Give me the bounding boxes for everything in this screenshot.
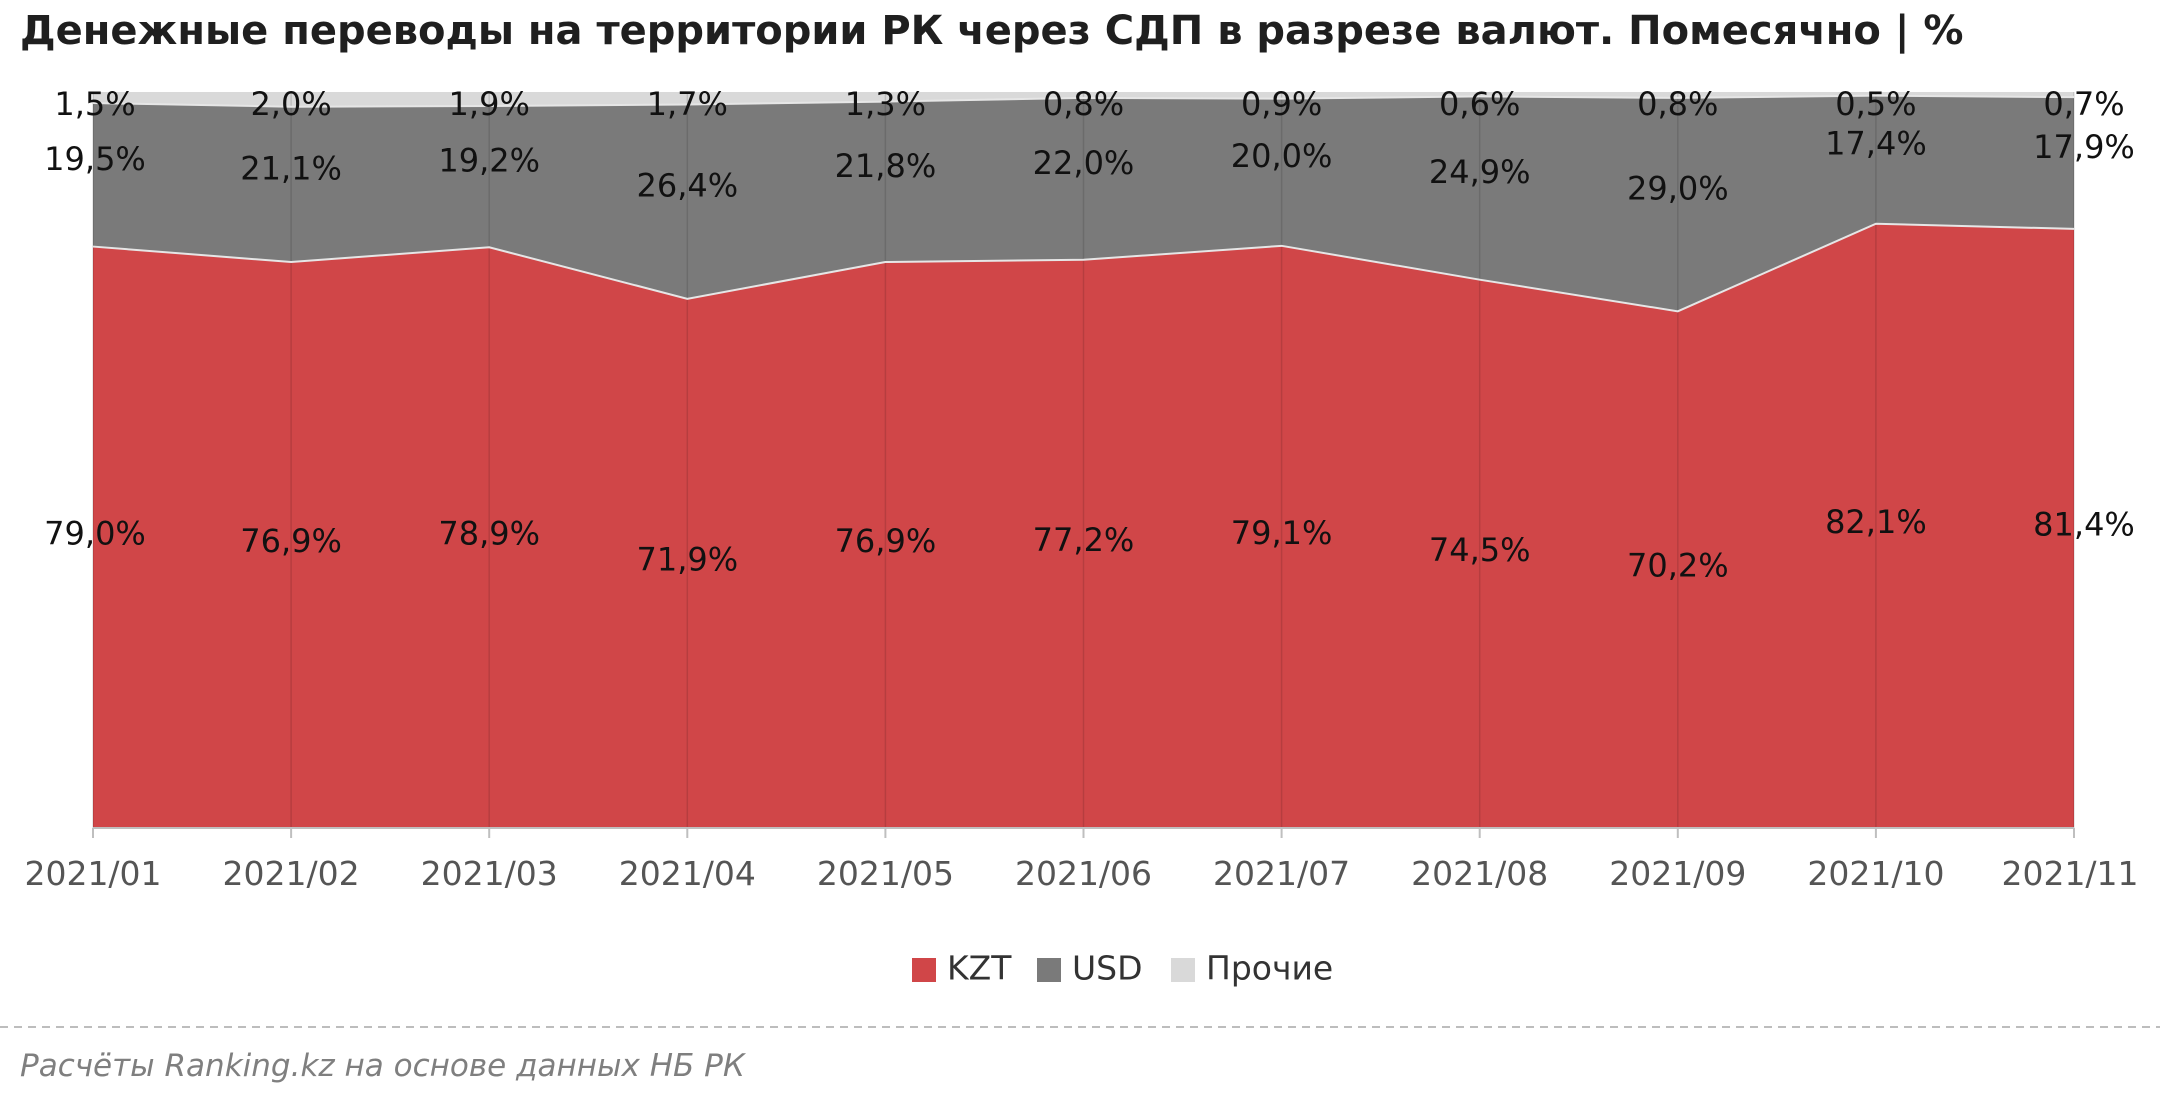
x-tick-label: 2021/08 — [1411, 854, 1548, 893]
data-labels: 79,0% 76,9% 78,9% 71,9% 76,9% 77,2% 79,1% 74,5%… — [44, 85, 2135, 585]
x-tick-label: 2021/09 — [1609, 854, 1746, 893]
data-label-other: 1,9% — [449, 85, 530, 123]
x-axis-ticks — [92, 828, 2075, 838]
legend-label-other: Прочие — [1206, 949, 1333, 988]
legend-swatch-usd — [1037, 958, 1061, 982]
data-label-usd: 24,9% — [1429, 153, 1531, 191]
data-label-other: 0,7% — [2043, 85, 2124, 123]
source-note: Расчёты Ranking.kz на основе данных НБ Р… — [20, 1048, 747, 1084]
data-label-usd: 26,4% — [636, 167, 738, 205]
boundary-usd — [92, 94, 2075, 108]
x-tick-label: 2021/01 — [24, 854, 161, 893]
chart-title: Денежные переводы на территории РК через… — [20, 8, 1963, 55]
data-label-kzt: 79,0% — [44, 514, 146, 552]
data-label-usd: 19,2% — [438, 142, 540, 180]
x-tick-label: 2021/11 — [2001, 854, 2138, 893]
data-label-kzt: 79,1% — [1231, 514, 1333, 552]
data-label-other: 0,6% — [1439, 85, 1520, 123]
x-tick-label: 2021/03 — [421, 854, 558, 893]
series-boundaries — [92, 94, 2075, 313]
data-label-usd: 21,8% — [835, 147, 937, 185]
data-label-usd: 29,0% — [1627, 170, 1729, 208]
data-label-kzt: 76,9% — [240, 522, 342, 560]
data-label-other: 1,5% — [54, 85, 135, 123]
x-axis-labels: 2021/01 2021/02 2021/03 2021/04 2021/05 2021/… — [24, 854, 2138, 893]
legend-swatch-kzt — [912, 958, 936, 982]
x-tick-label: 2021/07 — [1213, 854, 1350, 893]
data-label-kzt: 70,2% — [1627, 547, 1729, 585]
data-label-other: 1,3% — [845, 85, 926, 123]
data-label-other: 0,5% — [1835, 85, 1916, 123]
data-label-usd: 19,5% — [44, 140, 146, 178]
x-tick-label: 2021/05 — [817, 854, 954, 893]
data-label-kzt: 71,9% — [636, 540, 738, 578]
data-label-usd: 17,4% — [1825, 125, 1927, 163]
plot-areas — [93, 92, 2074, 828]
legend-label-usd: USD — [1072, 949, 1143, 988]
data-label-other: 1,7% — [647, 85, 728, 123]
x-tick-label: 2021/04 — [619, 854, 756, 893]
area-kzt — [93, 223, 2074, 828]
data-label-other: 2,0% — [250, 85, 331, 123]
x-tick-label: 2021/02 — [223, 854, 360, 893]
area-usd — [93, 95, 2074, 312]
data-label-usd: 17,9% — [2033, 128, 2135, 166]
data-label-kzt: 81,4% — [2033, 505, 2135, 543]
data-label-kzt: 77,2% — [1033, 521, 1135, 559]
x-tick-label: 2021/10 — [1807, 854, 1944, 893]
data-label-other: 0,9% — [1241, 85, 1322, 123]
data-label-other: 0,8% — [1637, 85, 1718, 123]
boundary-kzt — [92, 222, 2075, 313]
data-label-kzt: 82,1% — [1825, 503, 1927, 541]
data-label-usd: 22,0% — [1033, 144, 1135, 182]
x-tick-label: 2021/06 — [1015, 854, 1152, 893]
category-lines — [92, 92, 2075, 828]
data-label-kzt: 74,5% — [1429, 531, 1531, 569]
legend-label-kzt: KZT — [947, 949, 1012, 988]
data-label-usd: 20,0% — [1231, 137, 1333, 175]
data-label-kzt: 76,9% — [835, 522, 937, 560]
data-label-kzt: 78,9% — [438, 515, 540, 553]
legend-swatch-other — [1171, 958, 1195, 982]
data-label-usd: 21,1% — [240, 149, 342, 187]
area-other — [93, 92, 2074, 107]
legend: KZT USD Прочие — [912, 949, 1333, 988]
data-label-other: 0,8% — [1043, 85, 1124, 123]
